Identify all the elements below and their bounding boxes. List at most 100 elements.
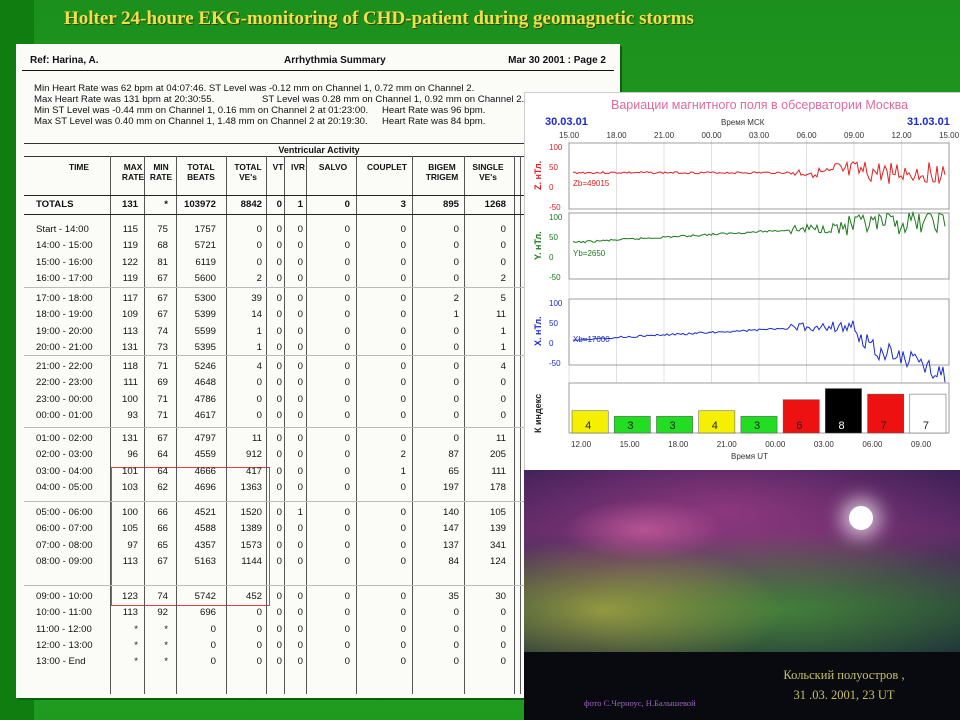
table-row-value: 0 [297,309,303,321]
table-row-time: 02:00 - 03:00 [36,449,93,461]
table-row-value: 0 [400,623,406,635]
table-row-value: 119 [122,240,138,252]
table-row-value: 101 [121,465,138,477]
chart-top-tick: 09.00 [844,131,865,140]
table-row-value: 0 [400,325,406,337]
table-row-value: 117 [122,293,138,304]
chart-top-tick: 00.00 [702,131,723,140]
chart-y-tick: -50 [549,273,561,282]
table-column-divider [356,156,357,694]
table-row-value: 0 [500,409,506,421]
chart-panel-label: Z. нТл. [533,161,543,190]
table-row-value: 0 [344,555,350,567]
table-row-value: 0 [276,224,282,235]
table-row-value: 0 [276,240,282,252]
table-row-value: 2 [256,272,262,284]
table-row-value: 0 [276,465,282,477]
k-index-value: 7 [923,420,929,432]
table-row-value: 0 [400,607,406,619]
table-row-time: 10:00 - 11:00 [36,607,92,619]
k-index-value: 3 [754,420,760,432]
chart-baseline-label: Yb=2650 [573,249,606,258]
k-index-bar [613,416,651,434]
table-column-divider [110,156,111,694]
table-row-value: 0 [297,555,303,567]
table-row-value: 64 [157,465,168,477]
table-row-value: 0 [297,449,303,461]
chart-panel-frame [568,212,950,280]
table-row-value: 73 [157,341,168,353]
table-row-value: 0 [453,361,459,372]
table-column-divider [520,156,521,694]
stat-line: Max ST Level was 0.40 mm on Channel 1, 1… [34,116,368,127]
table-row-value: 139 [489,523,506,535]
table-column-header: VT [272,162,284,172]
magnetic-field-svg: Вариации магнитного поля в обсерватории … [533,98,960,461]
chart-top-tick: 12.00 [892,131,913,140]
table-row-value: 140 [442,507,459,518]
table-row-value: 2 [400,449,406,461]
table-row-value: 109 [121,309,138,321]
table-row-value: 0 [256,377,262,389]
k-index-value: 4 [585,420,591,432]
table-row-value: 4559 [194,449,216,461]
table-row-value: 0 [453,256,459,268]
table-row-value: 62 [157,481,168,493]
table-row-value: 0 [400,341,406,353]
table-row-value: 0 [344,539,350,551]
table-row-value: 30 [495,591,506,602]
table-row-value: 0 [256,393,262,405]
table-row-value: 0 [400,256,406,268]
table-row-value: 0 [344,465,350,477]
table-row-value: 0 [453,623,459,635]
k-index-bar [740,416,778,434]
table-row-value: 105 [489,507,506,518]
table-row-value: 111 [491,465,506,477]
table-row-value: 103 [121,481,138,493]
chart-y-tick: -50 [549,359,561,368]
table-row-value: 2 [453,293,459,304]
table-column-header: IVR [291,162,305,172]
table-row-value: 0 [453,341,459,353]
slide-title: Holter 24-houre EKG-monitoring of CHD-pa… [64,8,694,29]
table-row-value: 0 [400,523,406,535]
table-column-divider [284,156,285,694]
table-row-value: 0 [276,507,282,518]
table-row-value: 1 [297,507,303,518]
table-row-value: 113 [122,555,138,567]
table-row-value: 0 [276,377,282,389]
table-row-value: 64 [157,449,168,461]
totals-row-value: 131 [121,199,138,210]
chart-bottom-tick: 21.00 [717,440,738,449]
chart-top-tick: 21.00 [654,131,675,140]
table-row-value: 0 [276,256,282,268]
table-row-value: 5599 [194,325,216,337]
table-row-value: 0 [400,377,406,389]
chart-title: Вариации магнитного поля в обсерватории … [611,98,908,112]
report-heading: Arrhythmia Summary [284,55,386,66]
table-row-value: * [134,623,138,635]
table-row-value: 1573 [240,539,262,551]
table-row-value: 0 [297,591,303,602]
table-row-value: 0 [344,623,350,635]
moon [849,506,873,530]
chart-bottom-tick: 00.00 [765,440,786,449]
table-row-value: 0 [400,539,406,551]
table-row-time: 01:00 - 02:00 [36,433,93,444]
table-column-header: SINGLE VE's [472,162,504,182]
chart-top-axis-label: Время МСК [721,118,765,127]
table-row-value: 5395 [194,341,216,353]
table-row-value: 0 [276,341,282,353]
table-row-value: 39 [251,293,262,304]
chart-series-line [572,160,946,184]
table-row-time: 08:00 - 09:00 [36,555,93,567]
chart-y-tick: 0 [549,253,554,262]
table-group-divider [24,427,612,428]
table-row-value: 341 [489,539,506,551]
totals-row-value: * [164,199,168,210]
table-row-value: 0 [210,623,216,635]
holter-report-sheet: Ref: Harina, A. Arrhythmia Summary Mar 3… [16,44,620,698]
table-row-value: 0 [276,481,282,493]
table-row-value: 0 [256,256,262,268]
k-index-bar [825,388,862,434]
